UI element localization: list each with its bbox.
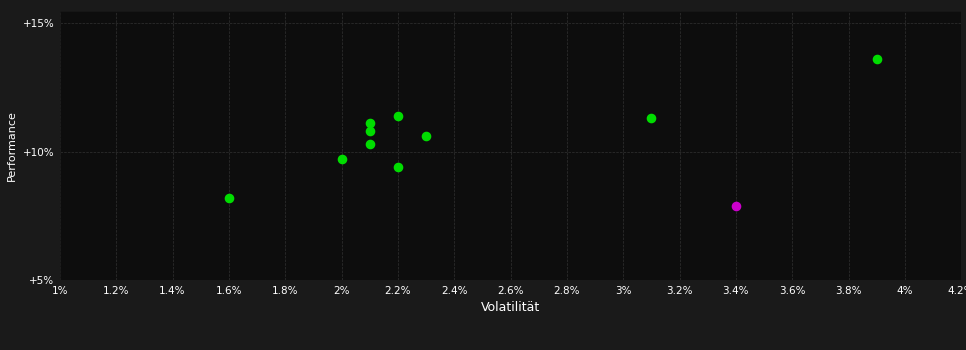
Y-axis label: Performance: Performance	[7, 110, 17, 181]
Point	[390, 113, 406, 119]
Point	[362, 128, 378, 134]
Point	[221, 195, 237, 201]
X-axis label: Volatilität: Volatilität	[481, 301, 540, 314]
Point	[869, 56, 885, 62]
Point	[728, 203, 744, 208]
Point	[334, 156, 350, 162]
Point	[418, 133, 434, 139]
Point	[643, 116, 659, 121]
Point	[390, 164, 406, 170]
Point	[362, 121, 378, 126]
Point	[362, 141, 378, 147]
